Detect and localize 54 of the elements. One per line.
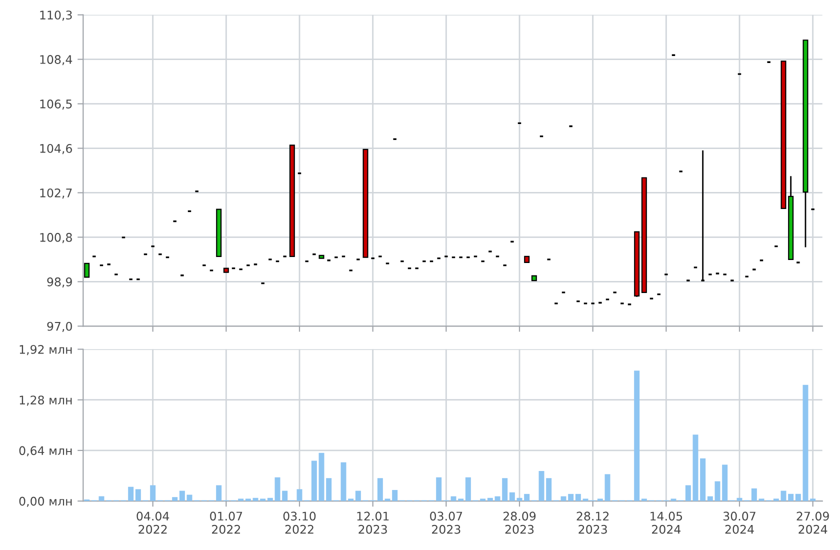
candlestick — [223, 268, 229, 273]
bar — [700, 458, 706, 502]
bar — [502, 478, 508, 502]
bar — [128, 486, 134, 502]
y-tick-label: 102,7 — [40, 188, 72, 199]
bar — [480, 498, 486, 502]
bar — [260, 498, 266, 502]
y-tick-label: 0,64 млн — [19, 446, 72, 456]
candlestick — [780, 60, 786, 209]
candlestick — [289, 144, 295, 257]
y-tick-label: 97,0 — [47, 322, 72, 332]
x-tick-label: 03.10 2022 — [283, 512, 316, 534]
bar — [524, 494, 530, 502]
y-tick-label: 108,4 — [40, 55, 72, 66]
x-tick-label: 14.05 2024 — [650, 512, 682, 534]
x-tick-label: 30.07 2024 — [723, 512, 756, 534]
x-tick-label: 27.09 2024 — [796, 512, 829, 534]
x-tick-label: 01.07 2022 — [210, 512, 242, 534]
bar — [810, 498, 816, 502]
candlestick — [641, 177, 647, 293]
bar — [436, 477, 442, 502]
bar — [392, 490, 398, 502]
y-tick-label: 1,28 млн — [20, 396, 72, 406]
x-tick-label: 12.01 2023 — [357, 512, 389, 534]
bar — [788, 494, 794, 502]
bar — [216, 485, 222, 502]
y-tick-label: 104,6 — [40, 144, 72, 154]
bar — [282, 490, 288, 502]
y-tick-label: 0,00 млн — [19, 496, 72, 507]
x-tick-label: 28.09 2023 — [503, 512, 536, 534]
y-tick-label: 100,8 — [40, 232, 72, 244]
candlestick — [524, 256, 530, 264]
x-tick-label: 04.04 2022 — [136, 512, 170, 534]
bar — [634, 370, 640, 502]
y-tick-label: 98,9 — [47, 277, 72, 288]
x-tick-label: 28.12 2023 — [576, 512, 609, 534]
bar — [172, 497, 178, 502]
bar — [568, 494, 574, 502]
bar — [722, 464, 728, 502]
bar — [326, 478, 332, 502]
y-tick-label: 110,3 — [40, 10, 72, 21]
x-tick-label: 03.07 2023 — [430, 512, 462, 534]
y-tick-label: 1,92 млн — [20, 344, 72, 356]
bar — [238, 498, 244, 502]
candlestick — [216, 208, 222, 257]
bar — [546, 478, 552, 502]
candlestick — [531, 275, 537, 282]
candlestick — [318, 254, 324, 259]
candlestick — [362, 148, 368, 258]
bar — [150, 485, 156, 502]
bar — [348, 498, 354, 502]
bar — [458, 498, 464, 502]
y-tick-label: 106,5 — [40, 100, 72, 110]
candlestick — [84, 262, 90, 278]
